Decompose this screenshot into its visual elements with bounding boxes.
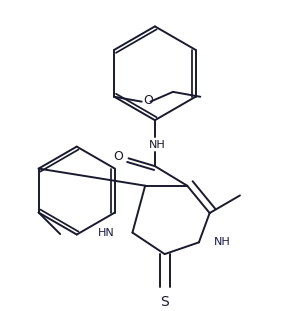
- Text: O: O: [144, 94, 154, 107]
- Text: HN: HN: [98, 228, 115, 238]
- Text: NH: NH: [148, 140, 165, 150]
- Text: NH: NH: [214, 237, 230, 247]
- Text: O: O: [113, 150, 123, 163]
- Text: S: S: [160, 295, 169, 309]
